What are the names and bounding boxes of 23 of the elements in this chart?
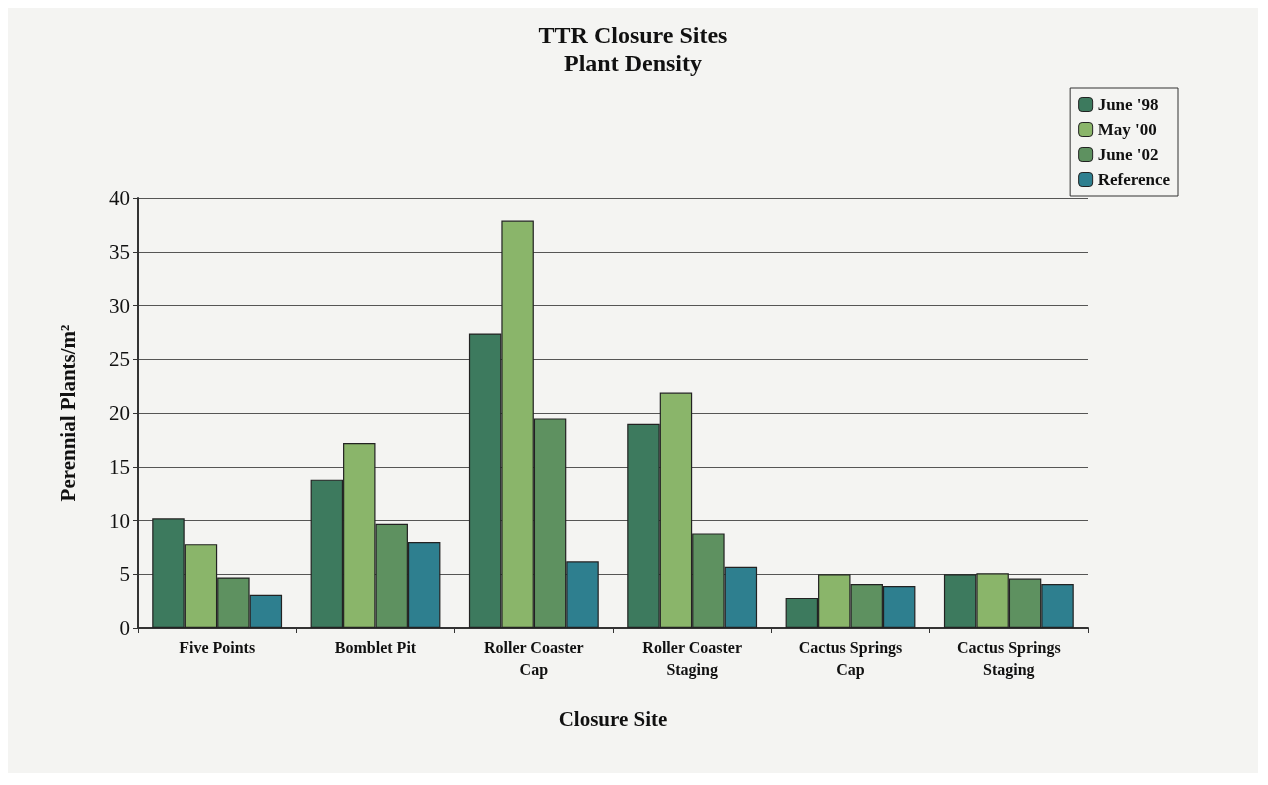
- y-tick-label: 20: [109, 401, 130, 425]
- legend-label: May '00: [1097, 120, 1157, 139]
- x-tick-label: Five Points: [179, 638, 256, 656]
- x-tick-label: Roller Coaster Cap: [484, 638, 584, 679]
- y-tick-label: 40: [109, 186, 130, 210]
- chart-subtitle: Plant Density: [564, 50, 702, 76]
- x-tick-label: Cactus Springs Staging: [957, 638, 1061, 679]
- legend-label: June '02: [1097, 145, 1159, 164]
- y-tick-label: 10: [109, 508, 130, 533]
- x-tick-label: Bomblet Pit: [334, 638, 417, 656]
- y-axis-title: Perennial Plants/m²: [55, 324, 80, 502]
- y-tick-label: 25: [109, 347, 130, 372]
- y-tick-label: 15: [109, 454, 130, 479]
- y-tick-label: 5: [119, 562, 130, 587]
- x-tick-label: Cactus Springs Cap: [798, 638, 903, 679]
- legend-label: Reference: [1097, 170, 1171, 189]
- y-tick-label: 0: [119, 616, 130, 640]
- y-tick-label: 35: [109, 239, 130, 264]
- chart-title: TTR Closure Sites: [538, 22, 728, 48]
- y-tick-label: 30: [109, 293, 130, 318]
- x-axis-title: Closure Site: [558, 706, 668, 731]
- legend-label: June '98: [1097, 95, 1159, 114]
- x-tick-label: Roller Coaster Staging: [642, 638, 742, 679]
